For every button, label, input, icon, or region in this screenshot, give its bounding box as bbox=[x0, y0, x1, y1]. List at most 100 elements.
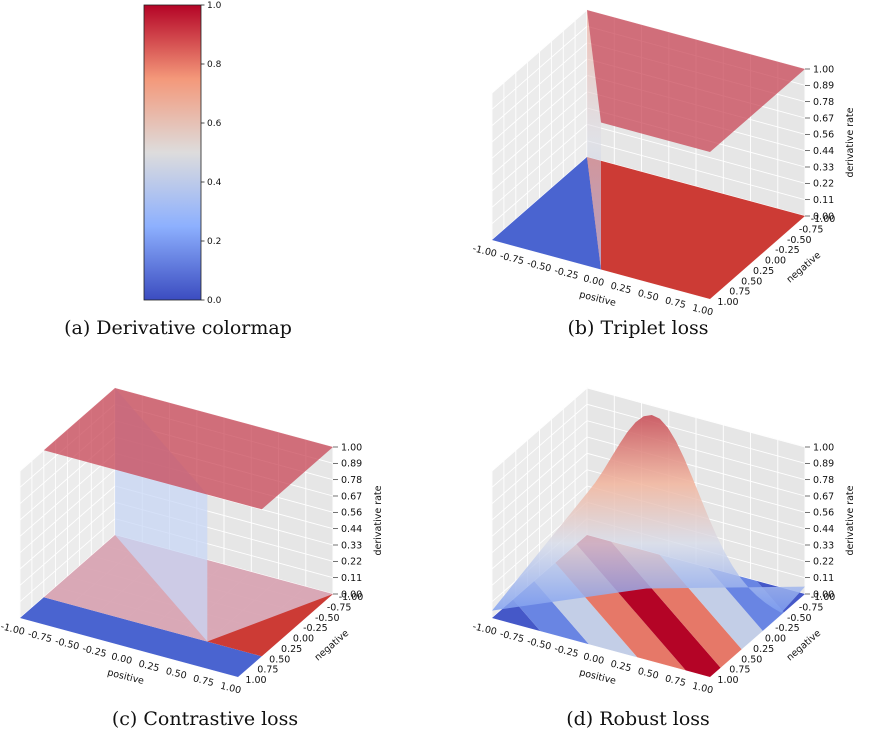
z-axis-label: derivative rate bbox=[845, 485, 856, 555]
colorbar-tick-label: 0.2 bbox=[207, 237, 221, 247]
grid-line bbox=[491, 452, 806, 537]
surface-step-wall bbox=[587, 10, 601, 270]
colorbar bbox=[143, 4, 202, 301]
y-tick-label: 1.00 bbox=[245, 675, 266, 686]
z-tick-label: 0.44 bbox=[341, 524, 362, 535]
x-tick-label: -0.50 bbox=[54, 636, 81, 653]
x-axis-label: positive bbox=[578, 667, 617, 687]
x-tick-label: 1.00 bbox=[691, 681, 714, 697]
y-tick-label: 1.00 bbox=[717, 675, 738, 686]
x-tick-label: -0.75 bbox=[499, 251, 526, 268]
y-tick-label: 0.50 bbox=[741, 276, 762, 287]
z-tick-label: 0.56 bbox=[813, 130, 834, 141]
y-tick-label: -1.00 bbox=[339, 592, 364, 603]
z-tick-label: 0.22 bbox=[813, 557, 834, 568]
x-tick-label: 0.00 bbox=[582, 273, 605, 289]
x-tick-label: 0.25 bbox=[137, 659, 160, 675]
surface-high-region bbox=[207, 594, 333, 657]
z-tick-label: 0.44 bbox=[813, 524, 834, 535]
z-tick-label: 0.89 bbox=[813, 81, 834, 92]
colorbar-panel: 0.0 0.2 0.4 0.6 0.8 1.0 (a) Derivative colorm… bbox=[64, 1, 292, 339]
z-tick-label: 0.67 bbox=[813, 113, 834, 124]
y-tick-label: -0.50 bbox=[787, 235, 812, 246]
x-tick-label: 0.25 bbox=[609, 659, 632, 675]
y-tick-label: -0.75 bbox=[799, 224, 824, 235]
caption-c: (c) Contrastive loss bbox=[112, 708, 298, 730]
panel-contrastive: 0.00 0.11 0.22 0.33 0.44 0.56 0.67 0.78 0.89 1.00… bbox=[0, 387, 384, 697]
z-tick-label: 0.00 bbox=[813, 211, 834, 222]
panel-robust: 0.00 0.11 0.22 0.33 0.44 0.56 0.67 0.78 0.89 1.00… bbox=[471, 387, 856, 697]
colorbar-tick-label: 0.4 bbox=[207, 178, 222, 188]
x-tick-label: -1.00 bbox=[471, 621, 498, 638]
x-tick-label: 0.50 bbox=[637, 288, 660, 304]
z-tick-label: 0.89 bbox=[813, 459, 834, 470]
x-tick-label: -0.75 bbox=[499, 629, 526, 646]
y-tick-label: -0.50 bbox=[787, 613, 812, 624]
caption-d: (d) Robust loss bbox=[566, 708, 710, 730]
z-tick-label: 0.33 bbox=[341, 540, 362, 551]
panel-triplet: 0.00 0.11 0.22 0.33 0.44 0.56 0.67 0.78 0.89 1.00… bbox=[471, 9, 856, 319]
colorbar-ticks: 0.0 0.2 0.4 0.6 0.8 1.0 bbox=[201, 1, 222, 306]
z-tick-label: 0.33 bbox=[813, 162, 834, 173]
z-axis-label: derivative rate bbox=[373, 485, 384, 555]
y-tick-label: -0.25 bbox=[775, 623, 800, 634]
y-tick-label: 1.00 bbox=[717, 297, 738, 308]
caption-b: (b) Triplet loss bbox=[567, 317, 708, 339]
z-tick-label: 1.00 bbox=[813, 442, 834, 453]
caption-a: (a) Derivative colormap bbox=[64, 317, 292, 339]
surface-hump bbox=[492, 415, 805, 613]
y-tick-label: 0.25 bbox=[753, 644, 774, 655]
surface-low-region bbox=[20, 597, 262, 677]
x-tick-label: -0.25 bbox=[553, 643, 580, 660]
y-tick-label: -0.25 bbox=[775, 245, 800, 256]
x-tick-label: -0.25 bbox=[81, 643, 108, 660]
grid-line bbox=[491, 420, 806, 505]
z-tick-label: 0.22 bbox=[341, 557, 362, 568]
y-tick-label: -0.25 bbox=[303, 623, 328, 634]
surface-low-region bbox=[492, 157, 601, 270]
z-tick-label: 0.89 bbox=[341, 459, 362, 470]
x-tick-label: 0.50 bbox=[165, 666, 188, 682]
grid-line bbox=[491, 387, 806, 472]
x-tick-label: -1.00 bbox=[471, 243, 498, 260]
colorbar-tick-label: 0.0 bbox=[207, 296, 222, 306]
y-tick-label: 0.75 bbox=[729, 665, 750, 676]
z-tick-label: 1.00 bbox=[813, 64, 834, 75]
x-tick-label: 0.50 bbox=[637, 666, 660, 682]
x-tick-label: -1.00 bbox=[0, 621, 26, 638]
y-tick-label: 0.00 bbox=[293, 634, 314, 645]
z-tick-label: 0.56 bbox=[341, 508, 362, 519]
colorbar-tick-label: 0.6 bbox=[207, 119, 222, 129]
z-tick-label: 1.00 bbox=[341, 442, 362, 453]
z-tick-label: 0.56 bbox=[813, 508, 834, 519]
z-tick-label: 0.78 bbox=[813, 97, 834, 108]
colorbar-tick-label: 0.8 bbox=[207, 60, 222, 70]
z-tick-label: 0.00 bbox=[813, 589, 834, 600]
y-tick-label: 0.75 bbox=[729, 287, 750, 298]
grid-line bbox=[491, 403, 806, 488]
x-tick-label: 0.00 bbox=[110, 651, 133, 667]
x-tick-label: 0.75 bbox=[664, 673, 687, 689]
x-axis-label: positive bbox=[106, 667, 145, 687]
y-tick-label: 0.50 bbox=[741, 654, 762, 665]
x-tick-label: 0.75 bbox=[664, 295, 687, 311]
x-tick-label: 0.00 bbox=[582, 651, 605, 667]
z-tick-label: 0.67 bbox=[813, 491, 834, 502]
x-tick-label: 1.00 bbox=[219, 681, 242, 697]
grid-line bbox=[491, 469, 806, 554]
y-tick-label: -0.75 bbox=[799, 602, 824, 613]
x-axis-label: positive bbox=[578, 289, 617, 309]
z-axis-label: derivative rate bbox=[845, 107, 856, 177]
x-tick-label: -0.50 bbox=[526, 258, 553, 275]
z-tick-label: 0.22 bbox=[813, 179, 834, 190]
x-tick-label: 0.25 bbox=[609, 281, 632, 297]
x-tick-label: 1.00 bbox=[691, 303, 714, 319]
z-tick-label: 0.11 bbox=[813, 195, 834, 206]
z-tick-label: 0.44 bbox=[813, 146, 834, 157]
z-tick-label: 0.11 bbox=[813, 573, 834, 584]
y-tick-label: -1.00 bbox=[811, 592, 836, 603]
y-tick-label: 0.25 bbox=[753, 266, 774, 277]
colorbar-tick-label: 1.0 bbox=[207, 1, 222, 11]
x-tick-label: -0.50 bbox=[526, 636, 553, 653]
